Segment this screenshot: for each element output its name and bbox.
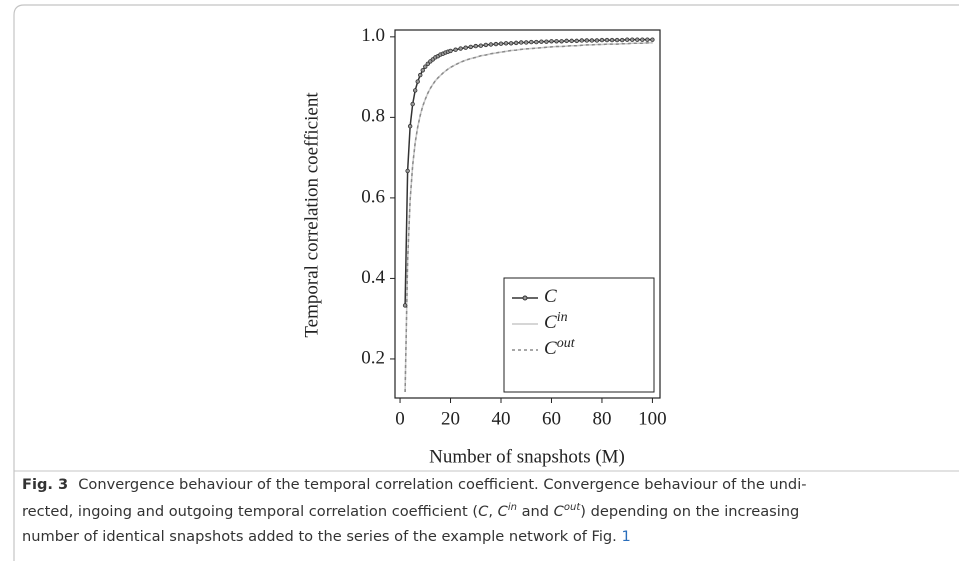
point: [448, 48, 453, 54]
point: [635, 37, 640, 42]
point: [554, 39, 559, 44]
point: [645, 37, 650, 42]
y-axis-title: Temporal correlation coefficient: [301, 92, 322, 338]
legend-label: Cout: [544, 336, 576, 359]
point: [425, 61, 431, 67]
legend-superscript: out: [557, 336, 576, 351]
figure-link[interactable]: 1: [621, 528, 631, 545]
x-tick-label: 100: [638, 408, 667, 429]
point: [529, 39, 534, 45]
point: [508, 41, 514, 46]
x-tick-label: 60: [542, 408, 561, 429]
legend-label: C: [544, 286, 557, 307]
point: [564, 38, 569, 44]
y-tick-label: 0.2: [361, 347, 385, 368]
caption-label: Fig. 3: [22, 476, 69, 493]
point: [549, 39, 554, 44]
point: [539, 39, 544, 44]
x-tick-label: 80: [592, 408, 611, 429]
legend-name: C: [544, 286, 557, 307]
point: [415, 79, 420, 84]
point: [488, 42, 494, 47]
legend-name: C: [544, 312, 557, 333]
y-tick-label: 0.6: [361, 186, 385, 207]
caption-line: number of identical snapshots added to t…: [22, 528, 631, 545]
frame: [13, 4, 959, 561]
caption-line: rected, ingoing and outgoing temporal co…: [22, 502, 799, 520]
caption-text: out: [563, 502, 581, 513]
point: [534, 39, 539, 45]
point: [524, 40, 529, 45]
caption-text: ) depending on the increasing: [580, 502, 800, 520]
y-tick-label: 0.8: [361, 106, 385, 127]
point: [423, 64, 428, 69]
legend-superscript: in: [557, 310, 568, 325]
point: [453, 47, 458, 52]
caption-text: rected, ingoing and outgoing temporal co…: [22, 502, 479, 520]
point: [478, 43, 484, 48]
legend-box: [503, 277, 655, 393]
point: [503, 41, 509, 46]
x-tick-label: 20: [441, 408, 460, 429]
point: [630, 37, 635, 42]
y-tick-label: 1.0: [361, 25, 385, 46]
point: [483, 42, 489, 48]
legend-label: Cin: [544, 310, 568, 333]
caption-text: Convergence behaviour of the temporal co…: [78, 476, 807, 493]
point: [418, 72, 423, 78]
point: [624, 37, 630, 42]
legend-marker: [522, 295, 528, 301]
x-tick-label: 0: [395, 408, 405, 429]
caption-text: in: [507, 502, 517, 513]
point: [609, 37, 615, 43]
point: [584, 38, 590, 43]
point: [544, 39, 549, 44]
caption-text: C: [553, 502, 564, 520]
legend-name: C: [544, 338, 557, 359]
point: [604, 37, 610, 43]
caption-text: C: [478, 502, 489, 520]
point: [650, 37, 655, 42]
caption-line: Fig. 3 Convergence behaviour of the tempo…: [22, 476, 807, 493]
point: [412, 88, 418, 93]
point: [463, 45, 468, 50]
caption-text: ,: [488, 502, 498, 520]
point: [614, 37, 620, 43]
point: [458, 46, 463, 51]
caption-text: C: [497, 502, 508, 520]
point: [619, 37, 625, 43]
point: [574, 38, 579, 44]
point: [493, 41, 499, 47]
caption-text: number of identical snapshots added to t…: [22, 528, 622, 545]
point: [473, 43, 478, 49]
caption-text: and: [516, 502, 554, 520]
point: [579, 38, 584, 43]
y-tick-label: 0.4: [361, 267, 385, 288]
point: [498, 41, 504, 46]
point: [569, 38, 574, 44]
point: [405, 168, 410, 174]
point: [559, 39, 564, 44]
point: [518, 40, 524, 45]
point: [640, 37, 645, 42]
plot-frame: [394, 29, 661, 399]
point: [468, 44, 473, 50]
point: [410, 101, 415, 107]
point: [420, 68, 425, 73]
x-axis-title: Number of snapshots (M): [429, 446, 625, 467]
series-line: [404, 38, 653, 306]
x-tick-label: 40: [492, 408, 511, 429]
point: [594, 38, 600, 43]
series-line: [404, 42, 653, 392]
point: [402, 303, 408, 308]
point: [599, 37, 605, 43]
point: [589, 38, 595, 43]
point: [513, 40, 519, 46]
point: [407, 124, 413, 129]
